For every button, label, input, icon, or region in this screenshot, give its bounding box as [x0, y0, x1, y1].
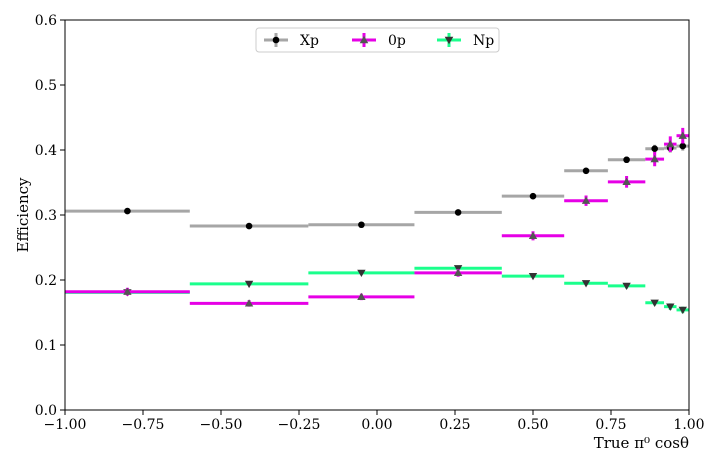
x-tick-label: −0.50 — [200, 417, 243, 433]
y-tick-label: 0.4 — [35, 143, 57, 159]
data-point — [528, 231, 538, 239]
legend-marker — [272, 36, 280, 44]
y-tick-label: 0.2 — [35, 273, 57, 289]
series-np — [65, 265, 689, 315]
legend-label: Np — [473, 33, 494, 49]
data-point — [650, 299, 659, 307]
x-tick-label: 0.00 — [361, 417, 392, 433]
data-point — [244, 280, 254, 289]
x-axis: −1.00 −0.75 −0.50 −0.25 0.00 0.25 0.50 0.75 1.00 — [44, 410, 705, 433]
series-xp — [65, 141, 689, 230]
data-point — [244, 299, 254, 307]
y-tick-label: 0.6 — [35, 13, 57, 29]
chart-marks — [65, 127, 689, 315]
y-tick-label: 0.0 — [35, 403, 57, 419]
data-point — [623, 156, 630, 164]
data-point — [357, 269, 366, 278]
data-point — [678, 306, 687, 315]
data-point — [528, 272, 538, 281]
x-tick-label: −0.25 — [278, 417, 321, 433]
data-point — [650, 154, 659, 163]
data-point — [123, 287, 132, 295]
legend-item-xp: Xp — [264, 33, 319, 49]
data-point — [622, 177, 631, 185]
data-point — [581, 196, 591, 204]
data-point — [651, 145, 658, 152]
x-tick-label: 1.00 — [673, 417, 704, 433]
data-point — [454, 209, 462, 216]
plot-frame — [64, 19, 690, 411]
legend: Xp 0p Np — [255, 27, 500, 53]
legend-box — [255, 27, 500, 53]
legend-marker — [359, 35, 369, 44]
y-tick-label: 0.3 — [35, 208, 57, 224]
data-point — [679, 142, 687, 150]
legend-label: 0p — [388, 33, 406, 49]
data-point — [666, 139, 675, 148]
data-point — [666, 303, 675, 311]
data-point — [358, 221, 365, 229]
data-point — [124, 207, 131, 215]
x-tick-label: 0.50 — [517, 417, 548, 433]
data-point — [245, 222, 253, 230]
x-axis-label: True π⁰ cosθ — [594, 434, 689, 452]
data-point — [622, 282, 631, 291]
legend-marker — [444, 36, 454, 45]
y-axis: 0.0 0.1 0.2 0.3 0.4 0.5 0.6 — [35, 13, 65, 419]
data-point — [678, 131, 687, 139]
x-tick-label: −0.75 — [122, 417, 165, 433]
x-tick-label: 0.25 — [439, 417, 470, 433]
x-tick-label: 0.75 — [595, 417, 626, 433]
legend-item-np: Np — [437, 33, 494, 49]
series-0p — [65, 127, 689, 307]
legend-label: Xp — [300, 33, 319, 49]
y-tick-label: 0.5 — [35, 78, 57, 94]
data-point — [582, 167, 590, 175]
x-tick-label: −1.00 — [44, 417, 87, 433]
data-point — [357, 292, 366, 301]
data-point — [529, 192, 537, 200]
y-axis-label: Efficiency — [14, 177, 32, 253]
legend-item-0p: 0p — [352, 33, 406, 49]
y-tick-label: 0.1 — [35, 338, 57, 354]
data-point — [581, 280, 591, 288]
data-point — [453, 268, 463, 276]
